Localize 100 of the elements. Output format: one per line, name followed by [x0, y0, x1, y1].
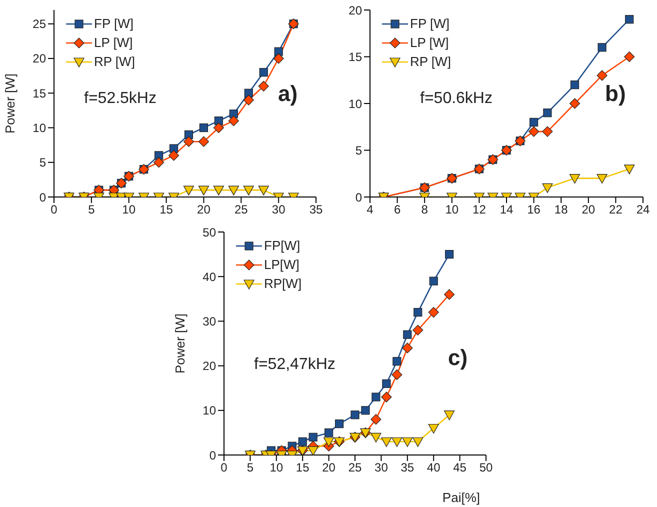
- x-tick-label: 50: [479, 460, 493, 475]
- point: [243, 94, 254, 106]
- point: [543, 108, 552, 118]
- point: [243, 186, 254, 196]
- x-tick-label: 6: [394, 202, 401, 217]
- y-tick-label: 0: [355, 190, 362, 204]
- point: [229, 110, 238, 118]
- point: [392, 369, 402, 380]
- x-tick-label: 30: [272, 202, 286, 217]
- point: [258, 80, 269, 92]
- y-tick-label: 15: [348, 50, 362, 64]
- point: [370, 414, 382, 425]
- x-tick-label: 40: [426, 460, 441, 475]
- point: [169, 144, 178, 153]
- point: [542, 183, 553, 193]
- x-tick-label: 4: [366, 202, 374, 217]
- legend-label: FP[W]: [264, 238, 300, 253]
- point: [370, 432, 382, 442]
- point: [444, 410, 455, 420]
- point: [445, 250, 454, 259]
- point: [596, 174, 608, 184]
- x-axis-title: Pai[%]: [442, 490, 480, 505]
- x-tick-label: 10: [122, 202, 136, 217]
- annotation: b): [605, 81, 626, 107]
- point: [324, 437, 334, 447]
- x-tick-label: 16: [527, 202, 541, 217]
- point: [530, 118, 538, 126]
- point: [308, 446, 318, 455]
- point: [324, 428, 334, 437]
- point: [381, 392, 392, 402]
- point: [542, 126, 553, 137]
- y-axis-title: Power [W]: [2, 74, 18, 134]
- point: [444, 289, 455, 300]
- y-tick-label: 40: [202, 270, 216, 284]
- x-tick-label: 8: [421, 202, 428, 217]
- point: [412, 324, 424, 336]
- point: [274, 47, 283, 56]
- annotation: f=50.6kHz: [420, 90, 492, 108]
- x-tick-label: 14: [500, 202, 514, 217]
- x-tick-label: 20: [322, 460, 336, 475]
- y-tick-label: 20: [32, 52, 46, 66]
- y-tick-label: 5: [355, 144, 362, 158]
- point: [428, 424, 439, 434]
- point: [403, 330, 412, 339]
- x-tick-label: 45: [453, 460, 467, 475]
- annotation: f=52,47kHz: [254, 356, 336, 374]
- legend-label: RP [W]: [94, 54, 135, 69]
- point: [382, 379, 391, 388]
- point: [528, 126, 540, 137]
- point: [569, 174, 580, 184]
- x-tick-label: 35: [400, 460, 414, 475]
- legend-label: LP[W]: [264, 257, 300, 272]
- x-tick-label: 24: [636, 202, 650, 217]
- point: [598, 43, 606, 52]
- annotation: a): [278, 81, 298, 107]
- point: [259, 68, 268, 77]
- y-tick-label: 10: [202, 404, 216, 418]
- x-tick-label: 0: [220, 460, 228, 475]
- point: [258, 186, 269, 196]
- x-tick-label: 5: [88, 202, 96, 217]
- x-tick-label: 22: [609, 202, 623, 217]
- y-tick-label: 30: [202, 314, 216, 328]
- point: [228, 186, 239, 196]
- point: [334, 419, 344, 428]
- x-tick-label: 20: [582, 202, 596, 217]
- y-tick-label: 0: [209, 448, 216, 462]
- y-axis-title: Power [W]: [172, 314, 188, 374]
- point: [392, 437, 402, 447]
- point: [154, 157, 164, 168]
- point: [428, 306, 439, 318]
- point: [392, 357, 402, 366]
- point: [372, 392, 380, 402]
- legend-label: LP [W]: [94, 35, 133, 50]
- point: [154, 151, 164, 160]
- point: [350, 410, 360, 420]
- point: [228, 116, 239, 126]
- x-tick-label: 10: [445, 202, 459, 217]
- legend-label: RP [W]: [410, 54, 451, 69]
- legend-label: LP [W]: [410, 35, 449, 50]
- x-tick-label: 35: [309, 202, 323, 217]
- point: [624, 164, 635, 174]
- x-tick-label: 10: [270, 460, 284, 475]
- x-tick-label: 15: [160, 202, 174, 217]
- y-tick-label: 20: [202, 359, 216, 374]
- annotation: f=52.5kHz: [84, 90, 156, 108]
- point: [183, 186, 194, 196]
- legend-label: RP[W]: [264, 276, 302, 291]
- point: [361, 406, 370, 415]
- point: [402, 342, 413, 354]
- x-tick-label: 5: [246, 460, 254, 475]
- point: [412, 437, 424, 447]
- y-tick-label: 50: [202, 225, 216, 240]
- point: [402, 437, 413, 447]
- point: [213, 186, 224, 196]
- x-tick-label: 0: [50, 202, 58, 217]
- point: [569, 98, 580, 109]
- x-tick-label: 15: [296, 460, 310, 475]
- y-tick-label: 10: [32, 121, 46, 135]
- point: [183, 136, 194, 147]
- point: [213, 122, 224, 134]
